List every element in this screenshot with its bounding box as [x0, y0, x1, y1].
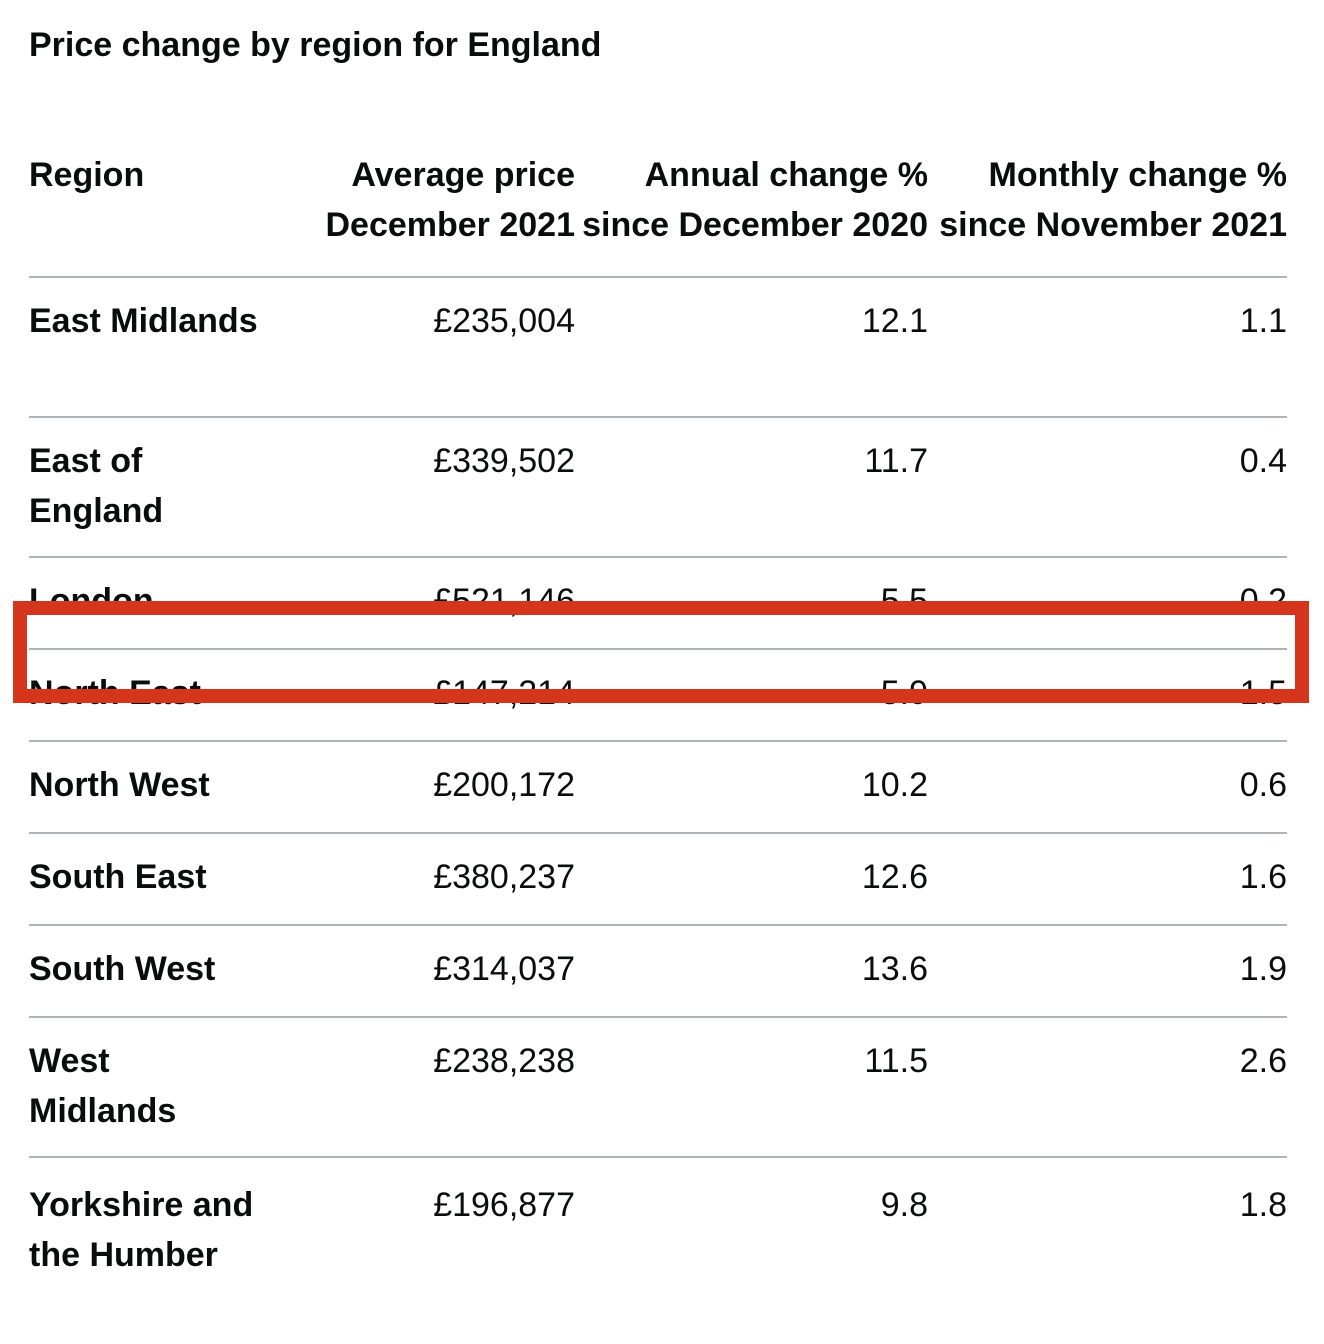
- average-price-cell: £238,238: [279, 1017, 575, 1158]
- monthly-change-cell: 2.6: [928, 1017, 1287, 1158]
- region-cell: South East: [29, 833, 279, 926]
- table-row: West Midlands £238,238 11.5 2.6: [29, 1017, 1287, 1158]
- table-row: North West £200,172 10.2 0.6: [29, 741, 1287, 834]
- monthly-change-cell: 1.6: [928, 833, 1287, 926]
- average-price-cell: £235,004: [279, 277, 575, 418]
- column-header-region: Region: [29, 150, 279, 278]
- region-cell: East Midlands: [29, 277, 279, 418]
- average-price-cell: £314,037: [279, 925, 575, 1018]
- annual-change-cell: 11.7: [575, 417, 928, 558]
- header-row: Region Average price December 2021 Annua…: [29, 150, 1287, 278]
- column-header-annual-change: Annual change % since December 2020: [575, 150, 928, 278]
- region-cell: London: [29, 557, 279, 650]
- column-header-average-price: Average price December 2021: [279, 150, 575, 278]
- table-row-highlighted: London £521,146 5.5 0.2: [29, 557, 1287, 650]
- region-cell: North West: [29, 741, 279, 834]
- table-row: East Midlands £235,004 12.1 1.1: [29, 277, 1287, 418]
- region-cell: Yorkshire and the Humber: [29, 1186, 254, 1274]
- average-price-cell: £521,146: [279, 557, 575, 650]
- average-price-cell: £196,877: [433, 1186, 575, 1224]
- annual-change-cell: 9.8: [880, 1186, 928, 1224]
- table-header: Region Average price December 2021 Annua…: [29, 150, 1287, 278]
- average-price-cell: £200,172: [279, 741, 575, 834]
- annual-change-cell: 10.2: [575, 741, 928, 834]
- region-cell: North East: [29, 649, 279, 742]
- average-price-cell: £339,502: [279, 417, 575, 558]
- annual-change-cell: 11.5: [575, 1017, 928, 1158]
- monthly-change-cell: 0.4: [928, 417, 1287, 558]
- region-cell: South West: [29, 925, 279, 1018]
- monthly-change-cell: 1.1: [928, 277, 1287, 418]
- table-row: Yorkshire and the Humber £196,877 9.8 1.…: [29, 1157, 1287, 1281]
- average-price-cell: £147,214: [279, 649, 575, 742]
- price-change-table: Region Average price December 2021 Annua…: [29, 150, 1287, 1281]
- table-body: East Midlands £235,004 12.1 1.1 East of …: [29, 277, 1287, 1281]
- annual-change-cell: 13.6: [575, 925, 928, 1018]
- column-header-monthly-change: Monthly change % since November 2021: [928, 150, 1287, 278]
- monthly-change-cell: 0.2: [928, 557, 1287, 650]
- annual-change-cell: 12.1: [575, 277, 928, 418]
- table-caption: Price change by region for England: [29, 26, 602, 64]
- annual-change-cell: 12.6: [575, 833, 928, 926]
- average-price-cell: £380,237: [279, 833, 575, 926]
- region-cell: West Midlands: [29, 1017, 279, 1158]
- monthly-change-cell: 1.8: [1239, 1186, 1287, 1224]
- table-row: East of England £339,502 11.7 0.4: [29, 417, 1287, 558]
- monthly-change-cell: -1.5: [928, 649, 1287, 742]
- table-row: South East £380,237 12.6 1.6: [29, 833, 1287, 926]
- annual-change-cell: 5.5: [575, 557, 928, 650]
- region-cell: East of England: [29, 417, 279, 558]
- annual-change-cell: 5.9: [575, 649, 928, 742]
- table-row: North East £147,214 5.9 -1.5: [29, 649, 1287, 742]
- monthly-change-cell: 1.9: [928, 925, 1287, 1018]
- table-row: South West £314,037 13.6 1.9: [29, 925, 1287, 1018]
- monthly-change-cell: 0.6: [928, 741, 1287, 834]
